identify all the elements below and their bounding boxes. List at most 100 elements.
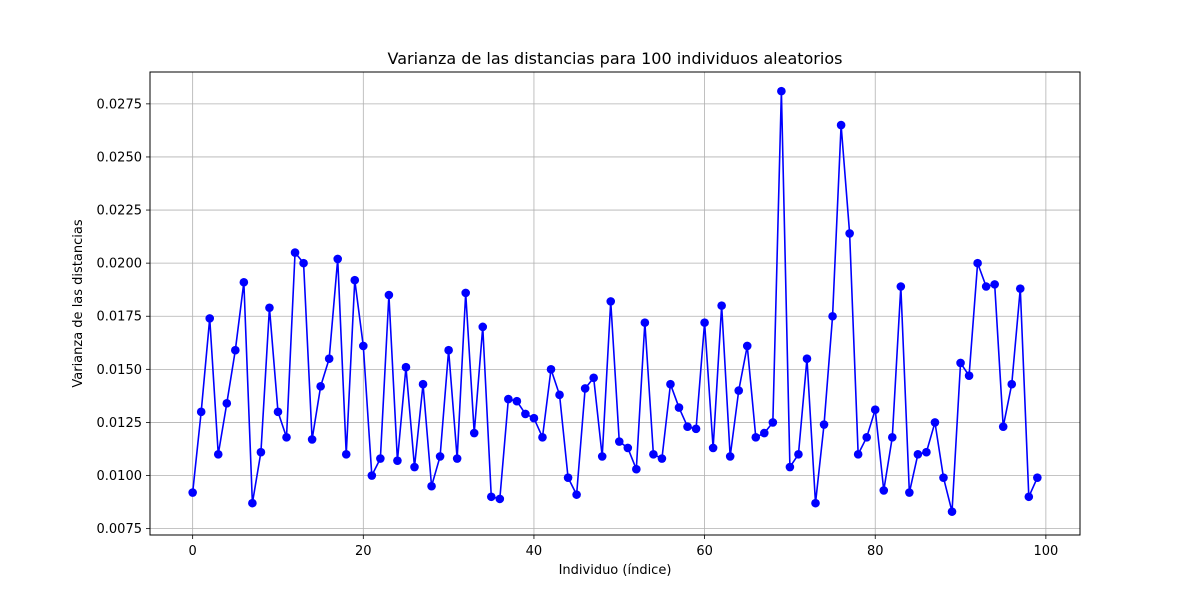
data-point — [205, 314, 215, 323]
data-point — [299, 258, 308, 268]
data-point — [307, 435, 317, 444]
x-axis-title: Individuo (índice) — [559, 563, 672, 578]
data-point — [427, 481, 436, 491]
data-point — [1033, 473, 1042, 482]
series-layer — [188, 86, 1042, 516]
data-point — [341, 449, 351, 459]
data-point — [887, 433, 897, 442]
y-tick-label: 0.0275 — [97, 97, 143, 112]
data-point — [828, 311, 837, 321]
data-point — [870, 405, 880, 414]
data-point — [998, 422, 1008, 431]
series-line — [191, 90, 1039, 513]
data-point — [546, 365, 556, 374]
data-point — [606, 297, 616, 306]
data-point — [614, 437, 624, 446]
x-tick-label: 80 — [867, 544, 884, 559]
y-tick-label: 0.0250 — [97, 150, 143, 165]
data-point — [350, 275, 360, 285]
y-tick-label: 0.0150 — [97, 363, 143, 378]
x-axis: 0 20 40 60 80 100 — [189, 535, 1058, 559]
data-point — [359, 341, 368, 351]
y-tick-label: 0.0175 — [97, 310, 143, 325]
data-point — [725, 452, 735, 461]
data-point — [597, 452, 607, 461]
data-point — [964, 371, 974, 381]
x-tick-label: 0 — [189, 544, 197, 559]
data-point — [785, 462, 795, 472]
data-point — [444, 345, 453, 355]
data-point — [853, 449, 863, 459]
data-point — [290, 248, 300, 257]
data-point — [666, 379, 675, 389]
data-point — [248, 498, 257, 508]
data-point — [589, 373, 598, 383]
data-point — [742, 341, 752, 351]
data-point — [222, 399, 232, 408]
data-point — [708, 443, 718, 453]
data-point — [768, 418, 778, 427]
data-point — [819, 420, 829, 429]
data-point — [939, 473, 948, 482]
data-point — [478, 322, 488, 332]
data-point — [862, 433, 871, 442]
data-point — [657, 454, 667, 463]
data-point — [469, 428, 479, 438]
data-point — [751, 433, 761, 442]
data-point — [333, 254, 343, 264]
data-point — [1015, 284, 1025, 293]
data-point — [700, 318, 709, 327]
data-point — [435, 452, 445, 461]
data-point — [930, 418, 940, 427]
data-point — [973, 258, 982, 268]
data-point — [196, 407, 206, 417]
y-tick-label: 0.0125 — [97, 416, 143, 431]
plot-frame — [149, 71, 1081, 536]
data-point — [760, 428, 769, 438]
data-point — [273, 407, 283, 417]
data-point — [512, 396, 522, 406]
y-axis-title: Varianza de las distancias — [71, 219, 86, 387]
data-point — [794, 449, 803, 459]
chart-title: Varianza de las distancias para 100 indi… — [388, 49, 843, 68]
data-point — [572, 490, 581, 499]
data-point — [623, 443, 633, 453]
data-point — [563, 473, 573, 482]
data-point — [981, 282, 991, 291]
data-point — [777, 86, 786, 96]
data-point — [717, 301, 726, 310]
data-point — [734, 386, 744, 395]
y-tick-label: 0.0225 — [97, 204, 143, 219]
data-point — [683, 422, 692, 431]
data-point — [905, 488, 914, 497]
data-point — [486, 492, 496, 502]
data-point — [947, 507, 957, 516]
data-point — [580, 384, 590, 393]
data-point — [282, 433, 291, 442]
data-point — [239, 277, 249, 287]
data-point — [956, 358, 965, 368]
y-tick-label: 0.0075 — [97, 522, 143, 537]
data-point — [393, 456, 402, 465]
data-point — [529, 413, 539, 423]
data-point — [452, 454, 462, 463]
data-point — [213, 449, 223, 459]
data-point — [495, 494, 505, 504]
data-point — [316, 382, 325, 391]
data-point — [324, 354, 334, 364]
data-point — [913, 449, 923, 459]
data-point — [632, 464, 641, 474]
data-point — [188, 488, 197, 497]
y-tick-label: 0.0200 — [97, 257, 143, 272]
data-point — [1024, 492, 1034, 502]
data-point — [922, 447, 931, 457]
x-tick-label: 20 — [355, 544, 372, 559]
data-point — [367, 471, 377, 480]
data-point — [1007, 379, 1017, 389]
data-point — [836, 120, 846, 130]
data-point — [461, 288, 470, 298]
data-point — [504, 394, 513, 404]
x-tick-label: 60 — [696, 544, 713, 559]
data-point — [896, 282, 906, 291]
data-point — [256, 447, 266, 457]
